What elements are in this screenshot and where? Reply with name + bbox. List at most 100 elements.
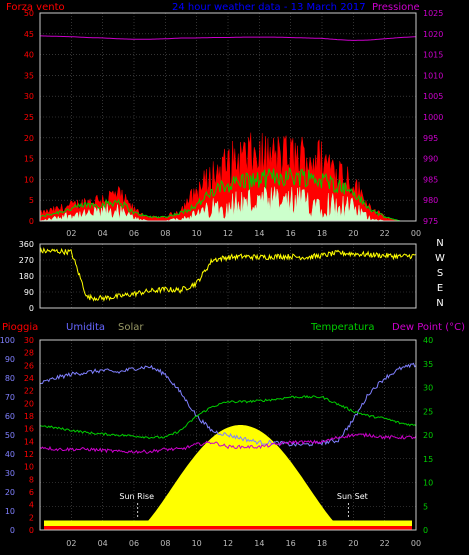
wind-gust-area <box>39 132 416 222</box>
rain-tick-label: 28 <box>24 349 34 358</box>
wind-tick-label: 20 <box>24 134 34 143</box>
x-tick-label: 10 <box>192 539 202 548</box>
wind-tick-label: 40 <box>24 51 34 60</box>
humidity-line <box>39 362 417 447</box>
x-tick-label: 08 <box>160 229 170 238</box>
direction-tick-label: 360 <box>19 240 34 249</box>
compass-label: E <box>437 283 443 294</box>
x-tick-label: 14 <box>254 229 264 238</box>
pressure-tick-label: 1000 <box>423 113 443 122</box>
x-tick-label: 18 <box>317 229 327 238</box>
pressure-tick-label: 995 <box>423 134 438 143</box>
compass-label: S <box>437 268 443 279</box>
x-tick-label: 06 <box>129 539 139 548</box>
humidity-tick-label: 20 <box>5 488 15 497</box>
rain-tick-label: 20 <box>24 399 34 408</box>
humidity-tick-label: 30 <box>5 469 15 478</box>
solar-radiation-area <box>138 425 342 531</box>
rain-tick-label: 10 <box>24 463 34 472</box>
x-tick-label: 12 <box>223 539 233 548</box>
rain-tick-label: 0 <box>29 526 34 535</box>
direction-tick-label: 0 <box>29 304 34 313</box>
x-tick-label: 20 <box>348 539 358 548</box>
rain-tick-label: 30 <box>24 336 34 345</box>
wind-tick-label: 10 <box>24 175 34 184</box>
direction-plot-frame <box>39 243 417 309</box>
x-tick-label: 02 <box>66 539 76 548</box>
pressure-tick-label: 980 <box>423 196 438 205</box>
rain-header: Pioggia <box>2 322 38 333</box>
dewpoint-header: Dew Point (°C) <box>392 322 465 333</box>
wind-tick-label: 5 <box>29 196 34 205</box>
direction-tick-label: 90 <box>24 288 34 297</box>
direction-tick-label: 270 <box>19 256 34 265</box>
wind-tick-label: 35 <box>24 71 34 80</box>
pressure-axis-label: Pressione <box>372 2 420 13</box>
wind-tick-label: 45 <box>24 30 34 39</box>
humidity-header: Umidita <box>66 322 105 333</box>
x-tick-label: 16 <box>286 229 296 238</box>
rain-baseline <box>44 526 412 530</box>
humidity-tick-label: 10 <box>5 507 15 516</box>
pressure-line <box>40 35 417 41</box>
humidity-tick-label: 60 <box>5 412 15 421</box>
temperature-line <box>39 395 417 440</box>
temperature-tick-label: 5 <box>423 502 428 511</box>
humidity-tick-label: 90 <box>5 355 15 364</box>
wind-tick-label: 15 <box>24 155 34 164</box>
pressure-tick-label: 1015 <box>423 51 443 60</box>
pressure-tick-label: 1005 <box>423 92 443 101</box>
temperature-tick-label: 25 <box>423 407 433 416</box>
x-tick-label: 04 <box>98 539 108 548</box>
wind-tick-label: 0 <box>29 217 34 226</box>
humidity-tick-label: 70 <box>5 393 15 402</box>
temperature-tick-label: 0 <box>423 526 428 535</box>
compass-label: W <box>435 253 445 264</box>
wind-axis-label: Forza vento <box>6 2 65 13</box>
temperature-tick-label: 40 <box>423 336 433 345</box>
chart-title: 24 hour weather data - 13 March 2017 <box>172 2 366 13</box>
temperature-tick-label: 15 <box>423 455 433 464</box>
compass-label: N <box>436 298 443 309</box>
x-tick-label: 22 <box>380 229 390 238</box>
pressure-tick-label: 985 <box>423 175 438 184</box>
x-tick-label: 00 <box>411 229 421 238</box>
x-tick-label: 14 <box>254 539 264 548</box>
x-tick-label: 08 <box>160 539 170 548</box>
wind-tick-label: 25 <box>24 113 34 122</box>
humidity-tick-label: 80 <box>5 374 15 383</box>
humidity-tick-label: 40 <box>5 450 15 459</box>
rain-tick-label: 16 <box>24 425 34 434</box>
x-tick-label: 18 <box>317 539 327 548</box>
pressure-tick-label: 990 <box>423 155 438 164</box>
rain-band <box>44 520 412 530</box>
rain-tick-label: 24 <box>24 374 34 383</box>
x-tick-label: 00 <box>411 539 421 548</box>
temperature-tick-label: 20 <box>423 431 433 440</box>
humidity-tick-label: 0 <box>10 526 15 535</box>
x-tick-label: 02 <box>66 229 76 238</box>
compass-label: N <box>436 238 443 249</box>
sunrise-label: Sun Rise <box>119 492 154 501</box>
x-tick-label: 12 <box>223 229 233 238</box>
rain-tick-label: 12 <box>24 450 34 459</box>
rain-tick-label: 4 <box>29 501 34 510</box>
wind-min-area <box>39 186 416 222</box>
rain-tick-label: 14 <box>24 437 34 446</box>
x-tick-label: 04 <box>98 229 108 238</box>
humidity-tick-label: 50 <box>5 431 15 440</box>
wind-tick-label: 30 <box>24 92 34 101</box>
wind-tick-label: 50 <box>24 9 34 18</box>
wind-direction-line <box>39 246 416 302</box>
wind-average-line <box>39 167 416 222</box>
x-tick-label: 22 <box>380 539 390 548</box>
pressure-tick-label: 975 <box>423 217 438 226</box>
x-tick-label: 10 <box>192 229 202 238</box>
pressure-tick-label: 1020 <box>423 30 443 39</box>
temperature-tick-label: 30 <box>423 384 433 393</box>
pressure-tick-label: 1025 <box>423 9 443 18</box>
temperature-header: Temperatura <box>310 322 375 333</box>
rain-tick-label: 8 <box>29 475 34 484</box>
